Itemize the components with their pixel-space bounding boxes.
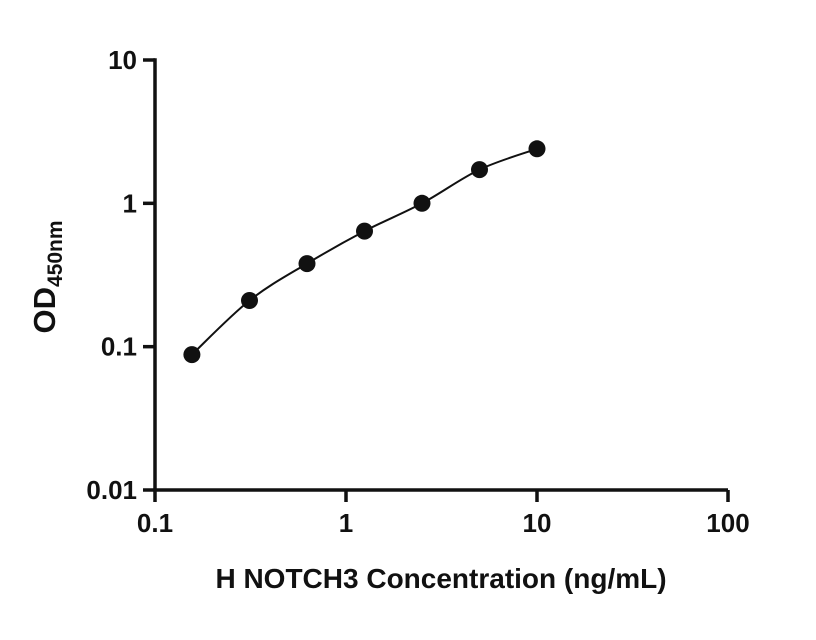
data-point [471,161,488,179]
y-axis-title-main: OD [27,287,62,334]
x-tick-label: 100 [706,508,749,538]
axes [153,58,728,492]
x-tick-label: 1 [339,508,353,538]
y-tick-label: 10 [108,45,137,75]
series-standard-curve [183,140,546,364]
y-tick-label: 1 [123,188,137,218]
y-axis-title-subscript: 450nm [44,220,67,287]
x-tick-label: 0.1 [137,508,173,538]
axis-ticks [143,58,730,502]
data-point [413,194,431,212]
data-point [183,346,201,364]
data-point [241,292,258,309]
data-point [528,140,546,158]
x-axis-title: H NOTCH3 Concentration (ng/mL) [215,563,666,594]
y-axis-title: OD450nm [27,220,67,333]
y-tick-label: 0.01 [86,475,137,505]
y-tick-label: 0.1 [101,332,137,362]
data-point [298,255,316,273]
x-tick-label: 10 [523,508,552,538]
fitted-curve [191,147,538,356]
data-point [356,222,373,240]
